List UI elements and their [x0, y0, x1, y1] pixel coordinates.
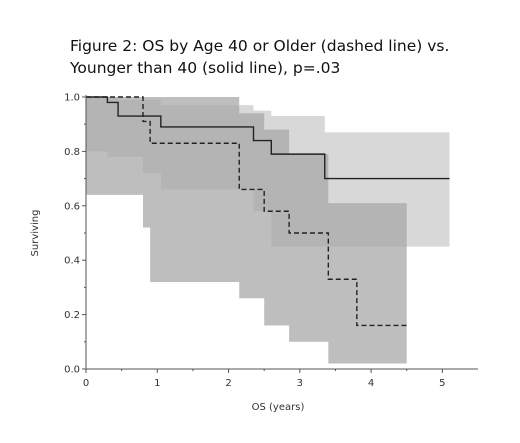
- ci-band-dashed: [86, 97, 407, 364]
- x-axis-label: OS (years): [252, 402, 305, 413]
- x-tick-label: 2: [225, 378, 231, 389]
- y-tick-label: 0.4: [64, 256, 80, 267]
- figure-title-line-1: Figure 2: OS by Age 40 or Older (dashed …: [70, 37, 450, 55]
- y-tick-label: 0.2: [64, 310, 80, 321]
- y-tick-label: 0.6: [64, 201, 80, 212]
- y-tick-label: 0.8: [64, 147, 80, 158]
- x-tick-label: 5: [439, 378, 445, 389]
- axes: 0.0 0.2 0.4 0.6 0.8 1.0 0 1 2 3 4 5: [64, 93, 478, 389]
- survival-curve-dashed: [86, 96, 407, 327]
- figure-title-line-2: Younger than 40 (solid line), p=.03: [70, 59, 341, 77]
- y-axis-label: Surviving: [30, 210, 41, 257]
- figure-title: Figure 2: OS by Age 40 or Older (dashed …: [70, 35, 510, 79]
- y-tick-label: 0.0: [64, 365, 80, 376]
- survival-curves: [86, 96, 450, 327]
- x-tick-label: 0: [83, 378, 89, 389]
- y-tick-label: 1.0: [64, 93, 80, 104]
- confidence-bands: [86, 97, 450, 364]
- x-tick-label: 1: [154, 378, 160, 389]
- survival-curve-solid: [86, 96, 450, 180]
- x-tick-label: 3: [297, 378, 303, 389]
- x-tick-label: 4: [368, 378, 374, 389]
